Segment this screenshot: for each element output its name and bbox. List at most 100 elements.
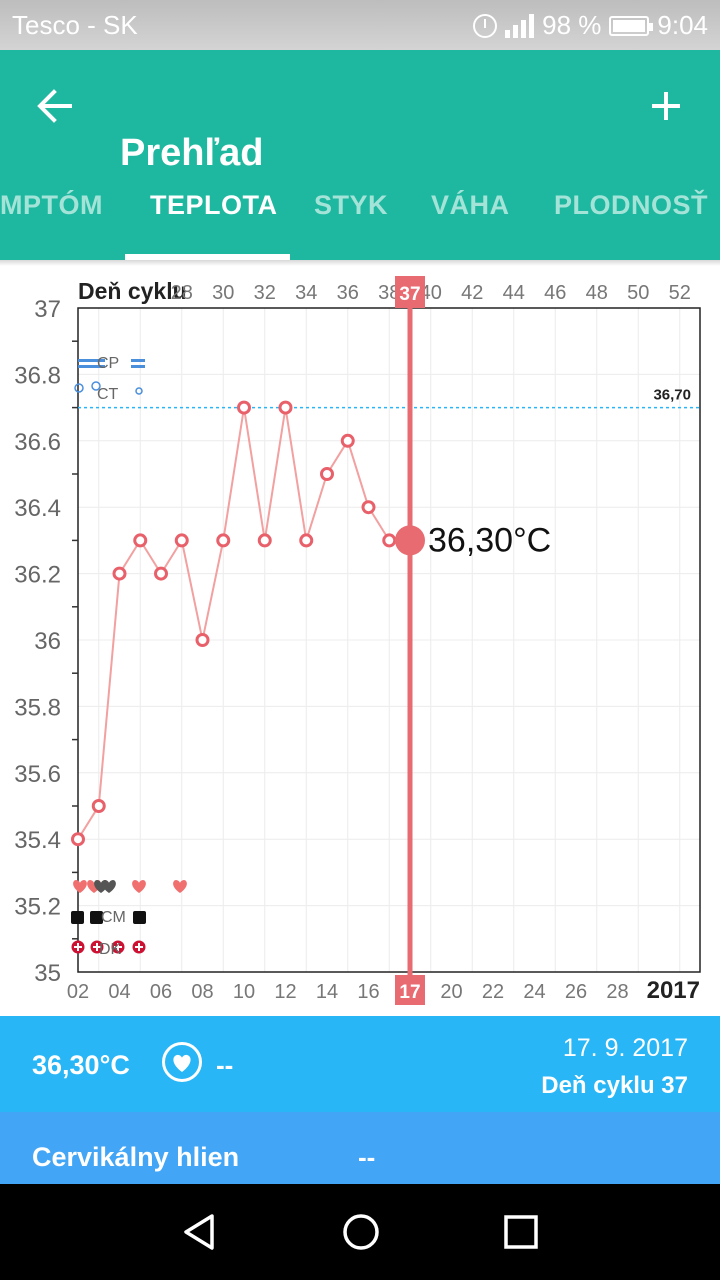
heart-marker <box>173 880 187 893</box>
top-tick-label: 48 <box>586 282 608 304</box>
temperature-point <box>382 533 397 548</box>
y-tick-label: 35.6 <box>14 761 61 788</box>
battery-icon <box>609 15 654 36</box>
bottom-tick-label: 06 <box>150 981 172 1003</box>
tab-teplota[interactable]: TEPLOTA <box>150 190 278 220</box>
cp-marker <box>78 365 92 368</box>
temperature-point <box>320 467 334 481</box>
selected-point <box>395 525 425 556</box>
nav-home-icon[interactable] <box>337 1208 385 1256</box>
ct-marker <box>91 381 101 391</box>
temperature-point <box>154 566 168 581</box>
y-tick-label: 36.8 <box>14 362 61 389</box>
temperature-point <box>91 799 106 813</box>
temperature-point <box>133 533 148 548</box>
top-tick-label: 42 <box>461 282 483 304</box>
back-button[interactable] <box>28 78 84 134</box>
cp-marker <box>131 359 145 362</box>
temperature-point <box>71 832 85 847</box>
bottom-tick-label: 20 <box>440 981 462 1003</box>
arrow-left-icon <box>37 89 72 123</box>
heart-marker <box>73 880 87 893</box>
top-tick-label: 28 <box>171 282 193 304</box>
bottom-tick-label: 08 <box>191 981 213 1003</box>
nav-back-icon[interactable] <box>176 1208 224 1256</box>
page-title: Prehľad <box>120 132 264 174</box>
day-info-panel[interactable]: 36,30°C -- 17. 9. 2017 Deň cyklu 37 <box>0 1016 720 1112</box>
top-tick-label: 38 <box>378 282 400 304</box>
y-tick-label: 36.6 <box>14 429 61 456</box>
top-tick-label: 32 <box>254 282 276 304</box>
y-tick-label: 35.4 <box>14 827 61 854</box>
alarm-icon <box>473 13 498 38</box>
cm-marker <box>133 911 146 924</box>
cp-marker <box>91 365 105 368</box>
cursor-bottom-badge <box>395 975 425 1005</box>
y-tick-label: 35.8 <box>14 694 61 721</box>
top-tick-label: 52 <box>669 282 691 304</box>
bottom-tick-label: 14 <box>316 981 338 1003</box>
cp-marker <box>131 365 145 368</box>
temperature-point <box>257 533 272 548</box>
bottom-tick-label: 12 <box>274 981 296 1003</box>
temperature-point <box>361 500 376 515</box>
bottom-tick-label: 22 <box>482 981 504 1003</box>
y-tick-label: 36.2 <box>14 562 61 589</box>
tab-vaha[interactable]: VÁHA <box>431 190 510 220</box>
tab-bar: MPTÓM TEPLOTA STYK VÁHA PLODNOSŤ <box>0 180 720 260</box>
y-tick-label: 36 <box>34 628 61 655</box>
carrier-name: Tesco - SK <box>12 10 138 40</box>
status-bar: Tesco - SK 98 % 9:04 <box>0 0 720 50</box>
temperature-point <box>112 566 127 581</box>
temperature-point <box>299 533 314 548</box>
bottom-tick-label: 28 <box>606 981 628 1003</box>
temperature-point <box>216 533 231 548</box>
nav-recents-icon[interactable] <box>497 1208 545 1256</box>
reference-line-label: 36,70 <box>653 387 691 404</box>
navigation-bar <box>0 1184 720 1280</box>
temperature-chart[interactable]: 37 36.8 36.6 36.4 36.2 36 35.8 35.6 35.4 35.2 35 De… <box>0 266 720 1016</box>
tab-symptom[interactable]: MPTÓM <box>0 190 103 220</box>
year-label: 2017 <box>647 977 700 1004</box>
temperature-point <box>340 433 355 448</box>
heart-glyph <box>173 1054 191 1072</box>
heart-marker <box>102 880 116 893</box>
top-tick-label: 34 <box>295 282 317 304</box>
heart-marker <box>132 880 146 893</box>
ct-marker <box>74 383 84 393</box>
dk-row-label: DK <box>99 941 122 958</box>
cp-row-label: CP <box>97 355 119 372</box>
cervical-mucus-label: Cervikálny hlien <box>32 1142 240 1172</box>
cursor-top-badge <box>395 276 425 308</box>
tab-indicator <box>125 254 290 260</box>
clock: 9:04 <box>657 10 708 40</box>
dk-marker-plus <box>93 943 101 951</box>
selected-value-label: 36,30°C <box>428 521 551 559</box>
add-button[interactable] <box>640 80 692 132</box>
plot-frame <box>77 307 701 973</box>
chart-svg: 37 36.8 36.6 36.4 36.2 36 35.8 35.6 35.4 35.2 35 De… <box>14 276 701 1005</box>
tab-styk[interactable]: STYK <box>314 190 389 220</box>
cm-marker <box>90 911 103 924</box>
cursor-bottom-label: 17 <box>399 982 420 1003</box>
bottom-tick-label: 04 <box>108 981 130 1003</box>
heart-icon <box>162 1042 202 1082</box>
date-text: 17. 9. 2017 <box>562 1034 688 1062</box>
bottom-tick-label: 26 <box>565 981 587 1003</box>
top-tick-label: 40 <box>420 282 442 304</box>
bottom-tick-label: 16 <box>357 981 379 1003</box>
temperature-point <box>174 533 189 548</box>
temperature-point <box>237 400 251 415</box>
ct-row-label: CT <box>97 386 119 403</box>
bottom-tick-label: 24 <box>523 981 545 1003</box>
y-tick-label: 36.4 <box>14 495 61 522</box>
top-tick-label: 46 <box>544 282 566 304</box>
tab-plodnost[interactable]: PLODNOSŤ <box>554 190 709 220</box>
y-tick-label: 37 <box>34 296 61 323</box>
cervical-mucus-row[interactable]: Cervikálny hlien -- <box>0 1112 720 1184</box>
top-tick-label: 50 <box>627 282 649 304</box>
app-bar-shadow <box>0 260 720 266</box>
y-tick-label: 35.2 <box>14 894 61 921</box>
status-icons: 98 % 9:04 <box>473 10 708 41</box>
cycle-day-text: Deň cyklu 37 <box>541 1072 688 1099</box>
